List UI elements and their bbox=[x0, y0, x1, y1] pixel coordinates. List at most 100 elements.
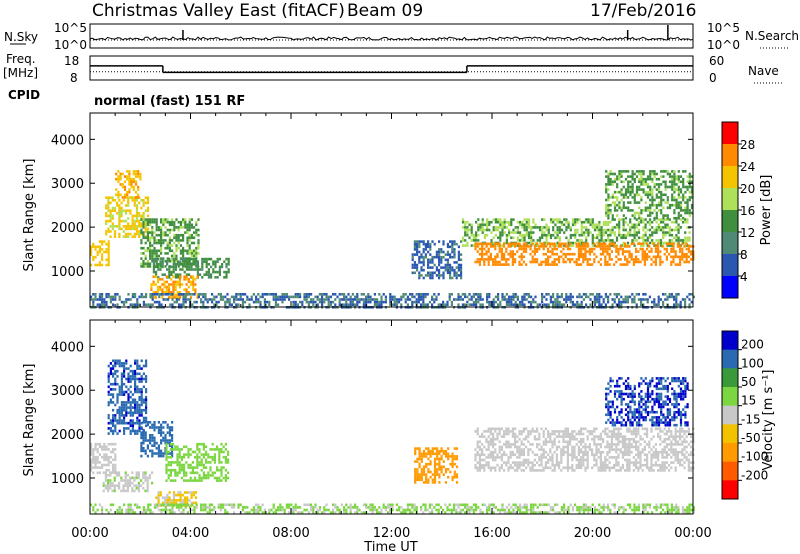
echo-cell bbox=[660, 175, 663, 178]
echo-cell bbox=[94, 245, 97, 249]
echo-cell bbox=[164, 239, 167, 242]
echo-cell bbox=[662, 226, 665, 229]
echo-cell bbox=[391, 295, 394, 299]
echo-cell bbox=[166, 493, 169, 497]
echo-cell bbox=[149, 218, 152, 221]
echo-cell bbox=[170, 265, 173, 269]
echo-cell bbox=[411, 263, 414, 267]
echo-cell bbox=[135, 230, 139, 233]
echo-cell bbox=[527, 223, 531, 227]
echo-cell bbox=[194, 257, 197, 261]
echo-cell bbox=[630, 258, 633, 261]
echo-cell bbox=[186, 236, 189, 240]
echo-cell bbox=[90, 250, 93, 254]
echo-cell bbox=[646, 298, 649, 301]
echo-cell bbox=[169, 293, 172, 296]
echo-cell bbox=[653, 218, 656, 221]
echo-cell bbox=[123, 408, 126, 412]
echo-cell bbox=[226, 293, 229, 296]
echo-cell bbox=[653, 170, 656, 173]
echo-cell bbox=[438, 250, 441, 254]
echo-cell bbox=[140, 246, 143, 250]
echo-cell bbox=[162, 452, 165, 455]
echo-cell bbox=[427, 447, 430, 450]
echo-cell bbox=[111, 489, 114, 493]
echo-cell bbox=[389, 298, 392, 301]
echo-cell bbox=[164, 439, 167, 442]
echo-cell bbox=[598, 295, 601, 299]
echo-cell bbox=[123, 185, 127, 189]
echo-cell bbox=[525, 445, 528, 449]
echo-cell bbox=[666, 295, 669, 299]
echo-cell bbox=[191, 461, 194, 464]
echo-cell bbox=[566, 245, 569, 248]
echo-cell bbox=[453, 242, 456, 246]
echo-cell bbox=[131, 369, 134, 373]
echo-cell bbox=[422, 295, 425, 299]
echo-cell bbox=[596, 241, 599, 245]
echo-cell bbox=[166, 252, 169, 255]
echo-region bbox=[150, 275, 199, 299]
echo-cell bbox=[448, 295, 451, 299]
echo-cell bbox=[588, 247, 591, 251]
echo-cell bbox=[560, 295, 563, 299]
echo-cell bbox=[620, 236, 623, 240]
echo-cell bbox=[207, 263, 210, 266]
echo-cell bbox=[543, 226, 546, 229]
echo-cell bbox=[554, 223, 557, 227]
echo-cell bbox=[185, 461, 188, 464]
echo-cell bbox=[633, 298, 636, 301]
echo-cell bbox=[607, 233, 610, 237]
echo-cell bbox=[503, 432, 506, 436]
echo-cell bbox=[640, 180, 643, 184]
echo-cell bbox=[126, 481, 129, 485]
echo-cell bbox=[411, 253, 414, 256]
echo-cell bbox=[523, 298, 526, 301]
echo-cell bbox=[602, 220, 605, 224]
echo-cell bbox=[164, 226, 167, 229]
echo-cell bbox=[140, 206, 143, 210]
echo-cell bbox=[505, 220, 508, 224]
echo-cell bbox=[604, 247, 607, 251]
echo-cell bbox=[406, 295, 409, 299]
echo-cell bbox=[509, 252, 512, 256]
echo-cell bbox=[578, 218, 581, 221]
echo-cell bbox=[534, 295, 537, 299]
echo-cell bbox=[118, 393, 121, 396]
echo-cell bbox=[114, 377, 117, 381]
echo-cell bbox=[681, 252, 684, 256]
echo-cell bbox=[455, 276, 458, 280]
echo-cell bbox=[92, 242, 95, 246]
echo-cell bbox=[124, 212, 128, 215]
echo-cell bbox=[686, 295, 689, 299]
echo-cell bbox=[224, 300, 227, 304]
echo-cell bbox=[129, 212, 132, 215]
echo-cell bbox=[105, 458, 108, 462]
echo-cell bbox=[187, 450, 190, 454]
echo-cell bbox=[123, 390, 126, 394]
echo-cell bbox=[176, 283, 179, 286]
echo-cell bbox=[113, 476, 116, 480]
echo-cell bbox=[211, 474, 214, 477]
echo-cell bbox=[135, 227, 139, 231]
echo-cell bbox=[520, 245, 523, 248]
echo-cell bbox=[123, 416, 126, 420]
echo-cell bbox=[125, 403, 128, 407]
echo-cell bbox=[608, 252, 611, 256]
echo-cell bbox=[157, 241, 160, 245]
echo-cell bbox=[512, 244, 515, 247]
echo-cell bbox=[179, 226, 182, 229]
echo-cell bbox=[508, 231, 511, 234]
echo-cell bbox=[564, 252, 567, 256]
echo-cell bbox=[613, 263, 616, 266]
echo-cell bbox=[496, 263, 499, 266]
echo-cell bbox=[148, 474, 151, 477]
echo-cell bbox=[657, 188, 661, 191]
echo-cell bbox=[598, 300, 601, 304]
echo-cell bbox=[631, 226, 634, 229]
echo-cell bbox=[142, 372, 145, 376]
echo-cell bbox=[440, 250, 443, 254]
echo-cell bbox=[101, 258, 104, 262]
echo-cell bbox=[494, 260, 497, 264]
echo-cell bbox=[453, 255, 456, 259]
